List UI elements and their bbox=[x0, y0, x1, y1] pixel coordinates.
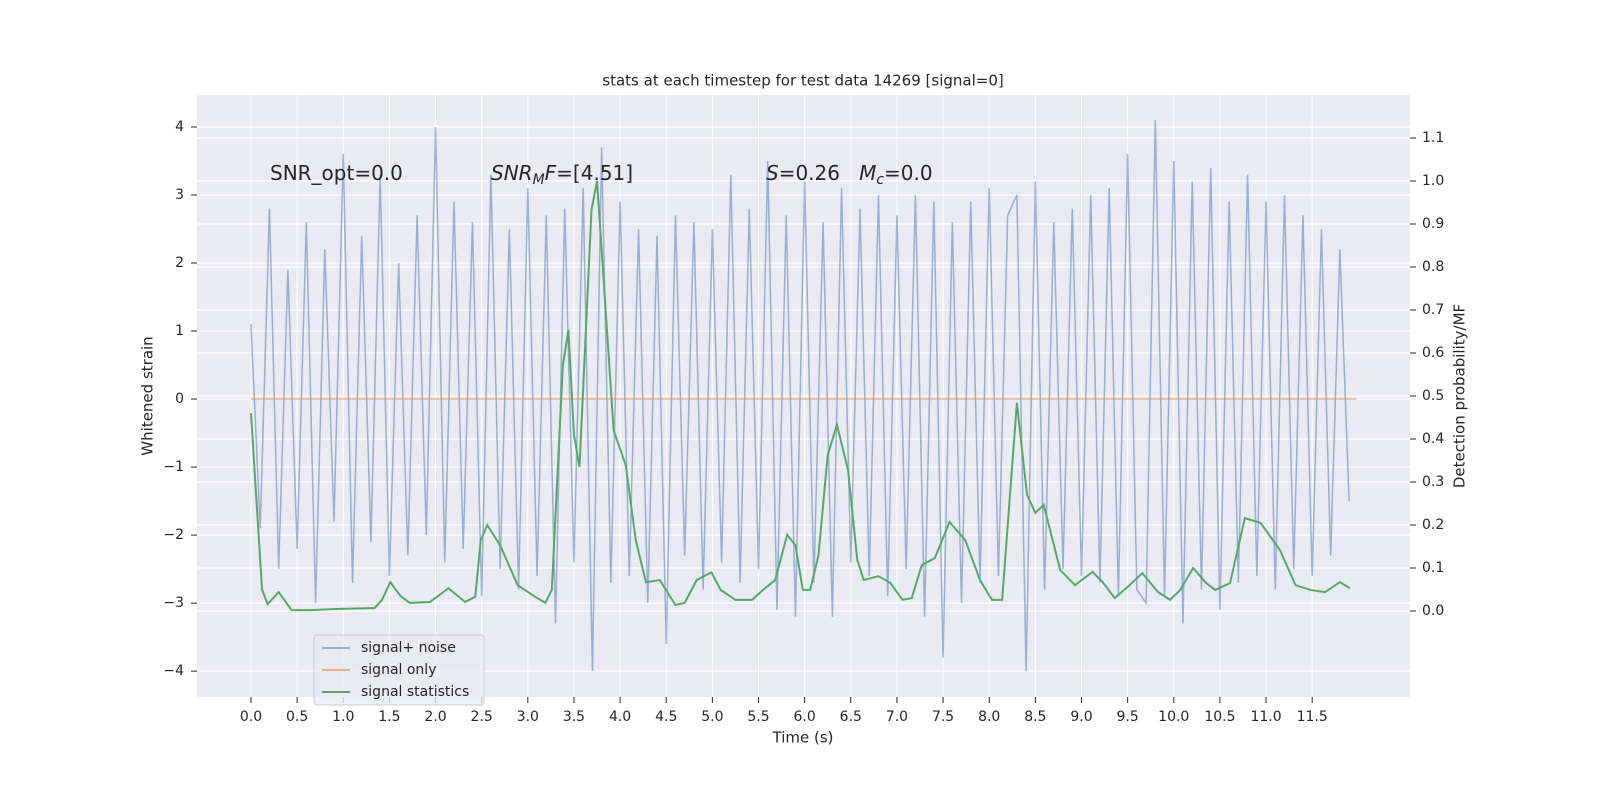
y-tick-label: −2 bbox=[163, 527, 184, 543]
x-axis-label: Time (s) bbox=[772, 729, 834, 747]
x-tick-label: 2.0 bbox=[424, 709, 446, 725]
y2-axis-label: Detection probability/MF bbox=[1451, 304, 1469, 488]
y-tick-label: 0 bbox=[175, 391, 184, 407]
annotation-part: =0.26 bbox=[779, 161, 859, 185]
y2-tick-label: 0.4 bbox=[1422, 431, 1444, 447]
x-tick-label: 1.5 bbox=[378, 709, 400, 725]
y-axis-label: Whitened strain bbox=[139, 336, 157, 455]
x-tick-label: 8.5 bbox=[1024, 709, 1046, 725]
annotation: SNR_opt=0.0 bbox=[270, 161, 403, 185]
x-tick-label: 9.5 bbox=[1116, 709, 1138, 725]
x-tick-label: 0.5 bbox=[286, 709, 308, 725]
series-line bbox=[249, 180, 1351, 612]
annotation-part: =[4.51] bbox=[556, 161, 633, 185]
y2-tick-label: 0.9 bbox=[1422, 216, 1444, 232]
axes: 0.0 0.5 1.0 1.5 2.0 2.5 3.0 3.5 4.0 4.5 5.0 5.5 6.0 6… bbox=[163, 119, 1444, 725]
annotation-part: S bbox=[766, 161, 779, 185]
x-tick-label: 3.5 bbox=[563, 709, 585, 725]
x-tick-label: 7.5 bbox=[932, 709, 954, 725]
x-tick-label: 7.0 bbox=[886, 709, 908, 725]
legend-label: signal statistics bbox=[361, 684, 469, 700]
x-tick-label: 10.5 bbox=[1204, 709, 1235, 725]
legend-label: signal+ noise bbox=[361, 640, 456, 656]
y-tick-label: 1 bbox=[175, 323, 184, 339]
x-tick-label: 11.0 bbox=[1250, 709, 1281, 725]
x-tick-label: 10.0 bbox=[1158, 709, 1189, 725]
x-tick-label: 5.5 bbox=[747, 709, 769, 725]
x-tick-label: 0.0 bbox=[240, 709, 262, 725]
annotation-part: F bbox=[545, 161, 557, 185]
y-tick-label: −4 bbox=[163, 663, 184, 679]
x-tick-label: 4.0 bbox=[609, 709, 631, 725]
x-tick-label: 9.0 bbox=[1070, 709, 1092, 725]
x-tick-label: 6.0 bbox=[794, 709, 816, 725]
x-tick-label: 3.0 bbox=[517, 709, 539, 725]
x-tick-label: 8.0 bbox=[978, 709, 1000, 725]
y2-tick-label: 0.7 bbox=[1422, 302, 1444, 318]
x-tick-label: 5.0 bbox=[701, 709, 723, 725]
x-tick-label: 6.5 bbox=[840, 709, 862, 725]
y-tick-label: 3 bbox=[175, 187, 184, 203]
y2-tick-label: 0.5 bbox=[1422, 388, 1444, 404]
x-tick-label: 4.5 bbox=[655, 709, 677, 725]
y-tick-label: −3 bbox=[163, 595, 184, 611]
annotation-part: M bbox=[859, 161, 876, 185]
y2-tick-label: 1.0 bbox=[1422, 173, 1444, 189]
annotation: S=0.26 Mc=0.0 bbox=[766, 161, 933, 188]
annotation-part: M bbox=[533, 172, 545, 188]
y2-tick-label: 0.0 bbox=[1422, 603, 1444, 619]
y-tick-label: 2 bbox=[175, 255, 184, 271]
chart-title: stats at each timestep for test data 142… bbox=[602, 72, 1003, 90]
annotation-part: =0.0 bbox=[884, 161, 933, 185]
annotation-part: c bbox=[876, 172, 884, 188]
y-tick-label: 4 bbox=[175, 119, 184, 135]
y-tick-label: −1 bbox=[163, 459, 184, 475]
annotation: SNRMF=[4.51] bbox=[491, 161, 633, 188]
y2-tick-label: 0.3 bbox=[1422, 474, 1444, 490]
y2-tick-label: 0.2 bbox=[1422, 517, 1444, 533]
annotation-part: SNR bbox=[491, 161, 533, 185]
x-tick-label: 1.0 bbox=[332, 709, 354, 725]
y2-tick-label: 0.8 bbox=[1422, 259, 1444, 275]
legend-label: signal only bbox=[361, 662, 436, 678]
legend-box bbox=[313, 634, 485, 706]
y2-tick-label: 0.6 bbox=[1422, 345, 1444, 361]
x-tick-label: 11.5 bbox=[1297, 709, 1328, 725]
x-tick-label: 2.5 bbox=[471, 709, 493, 725]
y2-tick-label: 0.1 bbox=[1422, 560, 1444, 576]
y2-tick-label: 1.1 bbox=[1422, 130, 1444, 146]
marks bbox=[249, 120, 1357, 672]
annotation-part: SNR_opt=0.0 bbox=[270, 161, 403, 185]
legend: signal+ noise signal only signal statistic… bbox=[313, 634, 485, 706]
